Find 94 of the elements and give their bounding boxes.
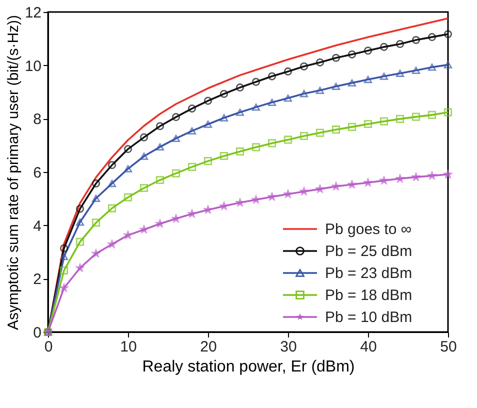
- point: [300, 62, 308, 70]
- point: [76, 204, 84, 213]
- point: [204, 120, 212, 128]
- point: [300, 132, 308, 140]
- y-tick-label: 0: [33, 324, 42, 342]
- x-tick-label: 10: [120, 338, 137, 356]
- point: [380, 117, 388, 126]
- point: [92, 179, 100, 188]
- point: [204, 96, 212, 105]
- point: [124, 193, 132, 202]
- point: [76, 218, 84, 226]
- point: [172, 169, 180, 178]
- point: [396, 70, 404, 77]
- legend-label: Pb goes to ∞: [325, 221, 412, 238]
- point: [316, 128, 324, 137]
- x-tick-label: 30: [280, 338, 297, 356]
- point: [284, 136, 292, 144]
- point: [412, 66, 420, 74]
- point: [444, 108, 452, 116]
- y-tick-label: 10: [24, 58, 42, 75]
- point: [220, 114, 228, 122]
- point: [108, 204, 116, 212]
- point: [236, 108, 244, 116]
- point: [252, 104, 260, 111]
- point: [92, 194, 100, 202]
- point: [236, 83, 244, 92]
- point: [76, 238, 84, 246]
- point: [140, 152, 148, 160]
- y-tick-label: 4: [33, 218, 42, 235]
- point: [92, 218, 100, 227]
- y-axis-title: Asymptotic sum rate of primary user (bit/(s·Hz)): [4, 14, 22, 330]
- point: [444, 61, 452, 68]
- point: [316, 86, 324, 94]
- point: [252, 78, 260, 86]
- point: [124, 165, 132, 172]
- y-tick-label: 6: [33, 164, 42, 182]
- point: [252, 143, 260, 152]
- point: [268, 98, 276, 106]
- point: [380, 42, 388, 51]
- x-tick-label: 20: [200, 338, 217, 356]
- legend-label: Pb = 23 dBm: [325, 265, 412, 282]
- x-tick-label: 40: [360, 338, 377, 356]
- point: [428, 64, 436, 71]
- point: [380, 72, 388, 80]
- point: [412, 112, 420, 121]
- point: [188, 104, 196, 113]
- point: [396, 40, 404, 48]
- point: [412, 36, 420, 44]
- point: [220, 152, 228, 160]
- point: [428, 110, 436, 119]
- point: [124, 145, 132, 154]
- point: [108, 180, 116, 188]
- point: [140, 133, 148, 142]
- point: [188, 127, 196, 135]
- y-tick-label: 8: [33, 111, 42, 128]
- point: [268, 139, 276, 148]
- point: [332, 82, 340, 90]
- point: [60, 266, 68, 274]
- point: [268, 72, 276, 80]
- point: [300, 90, 308, 98]
- point: [60, 252, 68, 260]
- point: [188, 162, 196, 171]
- point: [60, 244, 68, 252]
- point: [348, 79, 356, 87]
- point: [348, 50, 356, 58]
- point: [108, 161, 116, 170]
- point: [236, 147, 244, 156]
- point: [220, 90, 228, 98]
- point: [172, 134, 180, 142]
- point: [172, 113, 180, 122]
- legend-label: Pb = 18 dBm: [325, 287, 412, 304]
- point: [284, 67, 292, 76]
- y-tick-label: 2: [33, 271, 42, 288]
- point: [332, 54, 340, 62]
- legend-label: Pb = 10 dBm: [325, 309, 412, 326]
- point: [140, 184, 148, 192]
- point: [364, 76, 372, 84]
- point: [364, 120, 372, 128]
- point: [204, 157, 212, 166]
- point: [396, 114, 404, 123]
- point: [284, 94, 292, 102]
- point: [316, 58, 324, 66]
- point: [156, 176, 164, 184]
- x-axis-title: Realy station power, Er (dBm): [142, 358, 355, 376]
- y-tick-label: 12: [24, 4, 42, 22]
- point: [156, 143, 164, 151]
- point: [348, 122, 356, 131]
- x-tick-label: 0: [44, 338, 53, 356]
- point: [156, 122, 164, 130]
- point: [364, 46, 372, 55]
- point: [428, 33, 436, 42]
- point: [332, 126, 340, 134]
- x-tick-label: 50: [440, 338, 457, 356]
- legend-label: Pb = 25 dBm: [325, 243, 412, 260]
